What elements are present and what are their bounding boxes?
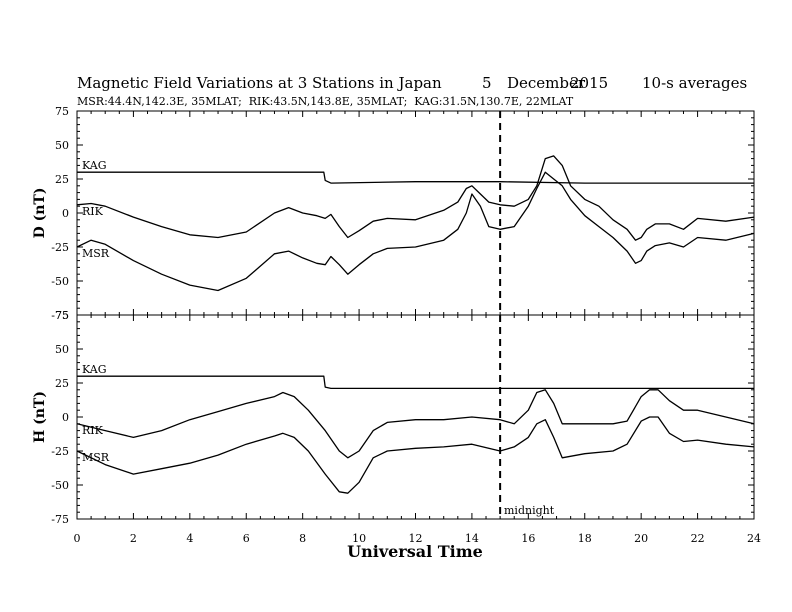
d-axis-label: D (nT) [32, 188, 48, 239]
d-series-label-msr: MSR [82, 247, 110, 260]
xtick-label: 0 [74, 532, 81, 545]
series-labels-layer: KAG RIK MSR KAG RIK MSR [82, 159, 110, 464]
d-ytick-label: 25 [55, 173, 69, 186]
h-axis-label: H (nT) [32, 391, 48, 443]
d-ytick-label: -50 [51, 275, 69, 288]
h-series-rik [76, 389, 755, 459]
xtick-label: 18 [578, 532, 592, 545]
xtick-label: 2 [130, 532, 137, 545]
series-layer [76, 111, 755, 519]
d-ytick-label: 75 [55, 105, 69, 118]
d-series-rik [76, 155, 755, 241]
xtick-label: 4 [186, 532, 193, 545]
h-series-label-kag: KAG [82, 363, 107, 376]
h-ytick-label: 0 [62, 411, 69, 424]
chart-title: Magnetic Field Variations at 3 Stations … [77, 74, 442, 92]
xtick-label: 10 [352, 532, 366, 545]
xtick-label: 8 [299, 532, 306, 545]
d-ytick-label: 0 [62, 207, 69, 220]
xtick-label: 16 [521, 532, 535, 545]
xtick-label: 12 [409, 532, 423, 545]
h-ytick-label: 25 [55, 377, 69, 390]
xtick-label: 14 [465, 532, 479, 545]
midnight-label: midnight [504, 504, 555, 517]
h-ytick-label: -25 [51, 445, 69, 458]
h-ytick-label: -75 [51, 513, 69, 526]
date-day: 5 [482, 74, 492, 92]
d-series-label-kag: KAG [82, 159, 107, 172]
xtick-label: 20 [634, 532, 648, 545]
d-panel-frame [76, 110, 755, 316]
xtick-label: 22 [691, 532, 705, 545]
date-year: 2015 [570, 74, 608, 92]
station-info: MSR:44.4N,142.3E, 35MLAT; RIK:43.5N,143.… [77, 95, 574, 108]
d-ytick-label: -25 [51, 241, 69, 254]
x-axis-label: Universal Time [347, 542, 483, 561]
d-series-label-rik: RIK [82, 205, 104, 218]
d-ytick-label: -75 [51, 309, 69, 322]
date-month: December [507, 74, 586, 92]
h-series-msr [76, 416, 755, 494]
h-ytick-label: -50 [51, 479, 69, 492]
d-series-kag [77, 171, 754, 184]
d-series-msr [76, 171, 755, 292]
h-series-label-rik: RIK [82, 424, 104, 437]
h-ytick-label: 50 [55, 343, 69, 356]
h-series-kag [77, 375, 754, 390]
xtick-label: 24 [747, 532, 761, 545]
h-series-label-msr: MSR [82, 451, 110, 464]
xtick-label: 6 [243, 532, 250, 545]
h-ytick-label: 75 [55, 309, 69, 322]
d-ytick-label: 50 [55, 139, 69, 152]
averaging-label: 10-s averages [642, 74, 747, 92]
